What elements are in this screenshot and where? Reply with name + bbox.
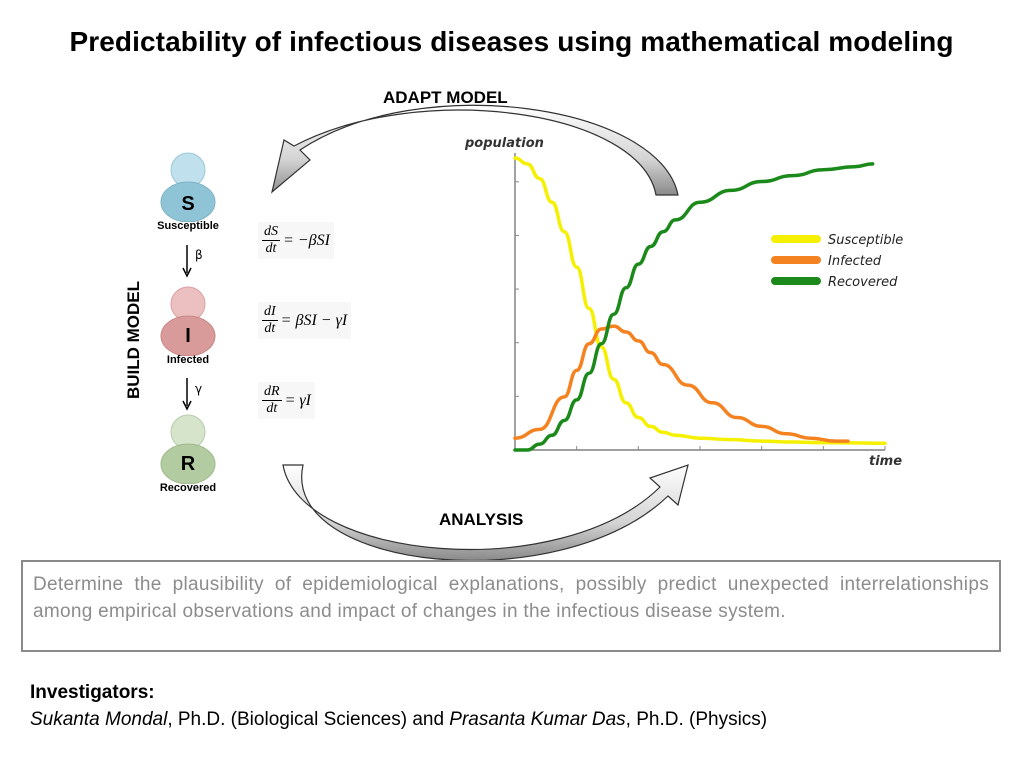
series-line-susceptible: [513, 156, 887, 445]
cycle-arrows: [271, 104, 689, 560]
infected-person-icon: I: [160, 286, 216, 356]
build-model-label: BUILD MODEL: [124, 280, 143, 400]
susceptible-person-icon: S: [160, 152, 216, 222]
eq-ds-rhs: = −βSI: [283, 231, 330, 249]
chart-legend: Susceptible Infected Recovered: [771, 233, 903, 290]
investigators-line: Sukanta Mondal, Ph.D. (Biological Scienc…: [30, 709, 767, 731]
y-axis-label: population: [464, 136, 544, 151]
recovered-person-icon: R: [160, 414, 216, 484]
infected-node: I Infected: [148, 284, 228, 366]
infected-caption: Infected: [166, 354, 210, 366]
analysis-label: ANALYSIS: [439, 510, 524, 529]
investigator-2: Prasanta Kumar Das: [449, 709, 626, 730]
legend-label-infected: Infected: [828, 254, 882, 269]
legend-label-susceptible: Susceptible: [828, 233, 903, 248]
investigator-2-affil: , Ph.D. (Physics): [625, 709, 768, 730]
description-box: Determine the plausibility of epidemiolo…: [21, 560, 1001, 652]
legend-label-recovered: Recovered: [828, 275, 898, 290]
sir-chart: population time Susceptible Infected Recov…: [464, 136, 903, 469]
eq-dr-rhs: = γI: [284, 391, 311, 409]
series-line-infected: [513, 324, 850, 443]
susceptible-letter: S: [181, 193, 194, 215]
eq-di-rhs: = βSI − γI: [280, 311, 348, 329]
equation-dr: dR dt = γI: [258, 382, 315, 419]
eq-di-den: dt: [264, 321, 276, 336]
eq-di-num: dI: [262, 304, 278, 321]
eq-dr-num: dR: [262, 384, 282, 401]
adapt-model-label: ADAPT MODEL: [383, 88, 508, 107]
infected-letter: I: [185, 325, 191, 347]
series-line-recovered: [513, 162, 875, 452]
recovered-caption: Recovered: [159, 482, 217, 494]
recovered-node: R Recovered: [148, 412, 228, 494]
gamma-arrow-icon: [182, 378, 192, 411]
beta-rate: β: [195, 248, 203, 262]
eq-dr-den: dt: [266, 401, 278, 416]
investigator-1: Sukanta Mondal: [30, 709, 168, 730]
investigators-heading: Investigators:: [30, 682, 155, 703]
x-axis-label: time: [869, 454, 902, 469]
equation-di: dI dt = βSI − γI: [258, 302, 352, 339]
equation-ds: dS dt = −βSI: [258, 222, 334, 259]
page-title: Predictability of infectious diseases us…: [69, 26, 954, 57]
recovered-letter: R: [181, 453, 196, 475]
eq-ds-num: dS: [262, 224, 280, 241]
adapt-arrow: [271, 104, 679, 196]
susceptible-caption: Susceptible: [157, 220, 219, 232]
susceptible-node: S Susceptible: [148, 150, 228, 232]
beta-arrow-icon: [182, 245, 192, 278]
investigator-1-affil: , Ph.D. (Biological Sciences) and: [167, 709, 450, 730]
analysis-arrow: [282, 464, 689, 560]
eq-ds-den: dt: [265, 241, 277, 256]
gamma-rate: γ: [195, 382, 203, 396]
